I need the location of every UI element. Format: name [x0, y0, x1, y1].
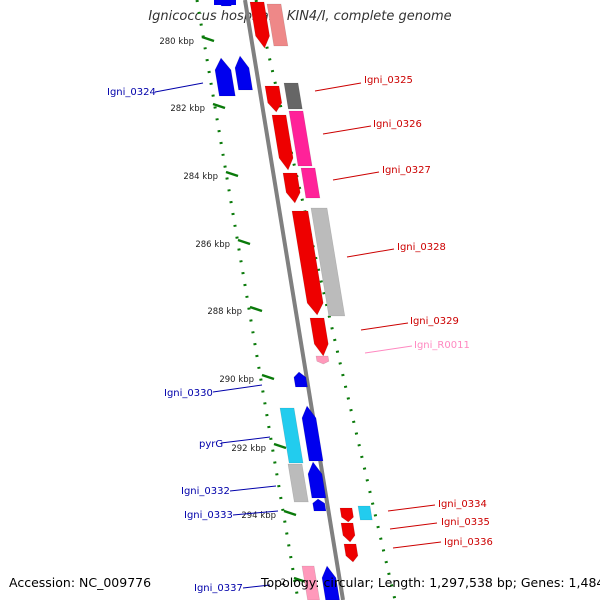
gene-arrow: [266, 3, 289, 47]
gene-arrow: [234, 55, 253, 91]
gene-arrow: [264, 85, 283, 113]
label-leader-line: [154, 82, 204, 93]
label-leader-line: [346, 248, 395, 258]
gene-arrow: [291, 210, 324, 316]
gene-label: Igni_R0011: [414, 340, 470, 351]
gene-arrow: [214, 57, 236, 97]
label-leader-line: [364, 345, 413, 354]
gene-arrow: [249, 1, 270, 49]
gene-arrow: [279, 407, 304, 464]
gene-arrow: [301, 565, 320, 600]
gene-label: Igni_0328: [397, 242, 446, 253]
tick-mark: [273, 442, 287, 450]
gene-label: pyrG: [199, 439, 223, 450]
tick-mark: [201, 35, 215, 43]
gene-arrow: [282, 172, 301, 204]
tick-mark: [293, 576, 307, 584]
gene-label: Igni_0325: [364, 75, 413, 86]
gene-label: Igni_0337: [194, 583, 243, 594]
gene-arrow: [312, 498, 327, 512]
accession-label: Accession: NC_009776: [9, 575, 152, 590]
gene-label: Igni_0326: [373, 119, 422, 130]
tick-mark: [225, 170, 239, 178]
rna-arrow: [315, 355, 330, 365]
gene-arrow: [271, 114, 294, 171]
tick-mark: [261, 373, 275, 381]
gene-label: Igni_0332: [181, 486, 230, 497]
label-leader-line: [387, 504, 436, 512]
label-leader-line: [332, 171, 380, 181]
tick-label: 288 kbp: [207, 307, 242, 317]
gene-label: Igni_0324: [107, 87, 156, 98]
tick-label: 290 kbp: [219, 375, 254, 385]
gene-label: Igni_0335: [441, 517, 490, 528]
gene-arrow: [288, 110, 313, 167]
gene-arrow: [340, 522, 356, 543]
tick-label: 280 kbp: [159, 37, 194, 47]
tick-mark: [249, 305, 263, 313]
gene-arrow: [310, 207, 346, 317]
label-leader-line: [389, 522, 438, 530]
tick-label: 286 kbp: [195, 240, 230, 250]
tick-label: 284 kbp: [183, 172, 218, 182]
tick-label: 282 kbp: [170, 104, 205, 114]
gene-label: Igni_0327: [382, 165, 431, 176]
tick-label: 292 kbp: [231, 444, 266, 454]
gene-label: Igni_0336: [444, 537, 493, 548]
genome-stats-label: Topology: circular; Length: 1,297,538 bp…: [261, 575, 600, 590]
gene-label: Igni_0334: [438, 499, 487, 510]
tick-mark: [212, 102, 226, 110]
gene-arrow: [357, 505, 373, 521]
gene-label: Igni_0330: [164, 388, 213, 399]
gene-arrow: [321, 565, 340, 600]
tick-mark: [237, 238, 251, 246]
label-leader-line: [232, 510, 279, 516]
label-leader-line: [242, 584, 271, 589]
label-leader-line: [229, 485, 277, 492]
gene-arrow: [339, 507, 354, 523]
label-leader-line: [360, 322, 409, 331]
gene-arrow: [300, 167, 321, 199]
gene-label: Igni_0329: [410, 316, 459, 327]
gene-arrow: [214, 0, 236, 5]
genome-backbone: [243, 0, 345, 600]
label-leader-line: [212, 384, 263, 393]
map-title: Ignicoccus hospitalis KIN4/I, complete g…: [148, 9, 452, 24]
label-leader-line: [220, 436, 271, 444]
gene-label: Igni_0333: [184, 510, 233, 521]
gene-arrow: [293, 371, 308, 388]
gene-arrow: [287, 463, 309, 503]
tick-mark: [283, 509, 297, 517]
label-leader-line: [322, 125, 372, 135]
gene-arrow: [307, 461, 327, 499]
gene-arrow: [309, 317, 329, 357]
label-leader-line: [314, 82, 362, 92]
tick-label: 294 kbp: [241, 511, 276, 521]
tick-label: 2: [281, 578, 286, 588]
gene-arrow: [283, 82, 303, 110]
gene-arrow: [343, 543, 359, 563]
gene-arrow: [301, 405, 324, 462]
label-leader-line: [392, 541, 442, 549]
